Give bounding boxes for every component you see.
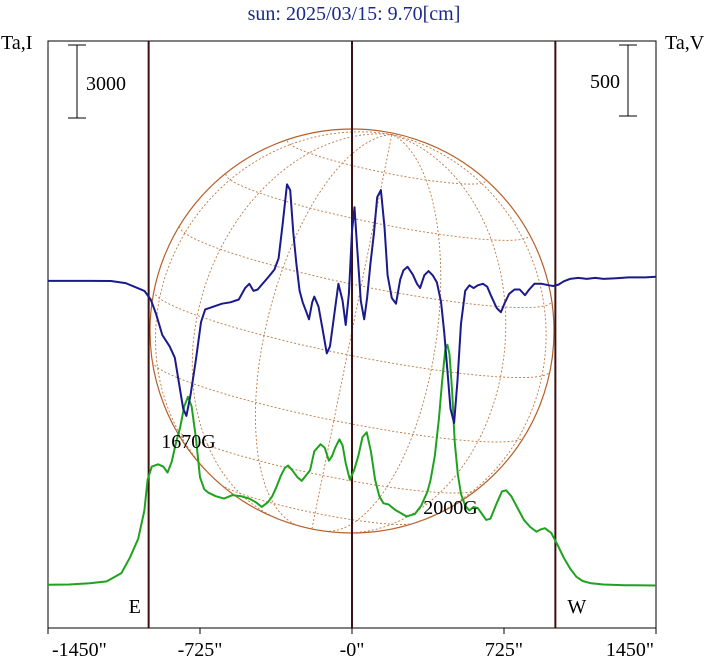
- x-tick-label-0: -1450": [52, 639, 107, 661]
- latitude-line-2: [151, 361, 525, 443]
- meridian-line-3: [311, 134, 393, 529]
- annotations: 1670G 2000G: [161, 431, 478, 519]
- x-tick-label-3: 725": [485, 639, 523, 661]
- left-scale-label: 3000: [86, 73, 126, 95]
- y-left-label: Ta,I: [1, 32, 32, 54]
- right-scale-label: 500: [590, 71, 620, 93]
- annotation-label-0: 1670G: [161, 431, 215, 453]
- series-polarization-line: [48, 183, 657, 424]
- latitude-line-5: [225, 173, 530, 241]
- latitude-line-3: [153, 290, 551, 379]
- meridian-line-4: [325, 134, 442, 532]
- latitude-line-1: [174, 428, 478, 494]
- x-tick-label-4: 1450": [606, 639, 654, 661]
- x-tick-label-2: -0": [340, 639, 365, 661]
- limb-label-0: E: [129, 596, 141, 618]
- latitude-line-4: [179, 226, 553, 309]
- right-scale-bar: [619, 44, 637, 117]
- y-right-label: Ta,V: [665, 32, 705, 54]
- series-layer: [47, 183, 657, 587]
- meridian-line-1: [191, 133, 392, 521]
- chart-title: sun: 2025/03/15: 9.70[cm]: [248, 3, 461, 25]
- x-tick-label-1: -725": [178, 639, 223, 661]
- annotation-label-1: 2000G: [423, 497, 477, 519]
- x-axis-ticks: -1450" -725" -0" 725" 1450": [47, 628, 657, 661]
- left-scale-bar: [68, 44, 86, 119]
- meridian-line-2: [254, 134, 392, 527]
- limb-label-2: W: [567, 596, 586, 618]
